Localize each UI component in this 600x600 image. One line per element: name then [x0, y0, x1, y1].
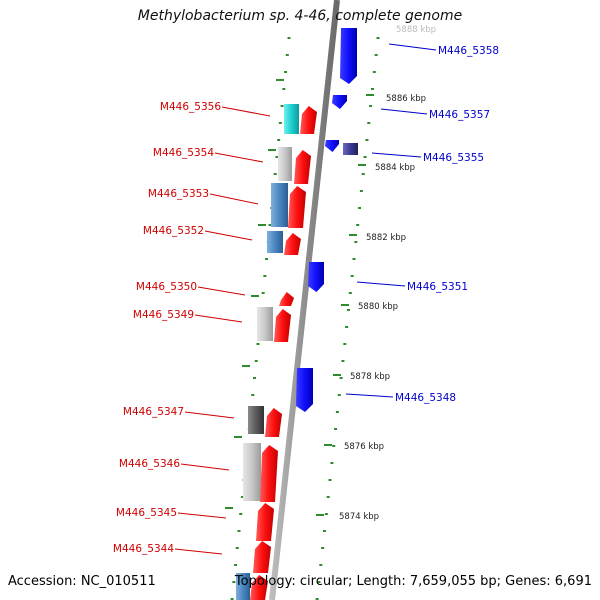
gene-label-left: M446_5352 — [143, 225, 204, 237]
gene-label-left: M446_5349 — [133, 309, 194, 321]
genome-backbone — [269, 0, 340, 600]
gene-M446_5345 — [256, 503, 274, 541]
gene-features — [236, 28, 358, 600]
scale-label: 5876 kbp — [344, 442, 384, 452]
gene-M446_5349-gray — [257, 307, 273, 341]
leader-line — [380, 108, 428, 115]
genome-summary-text: Topology: circular; Length: 7,659,055 bp… — [234, 574, 592, 589]
gene-M446_5358 — [340, 28, 357, 84]
gene-cyan — [284, 104, 299, 134]
gene-label-right: M446_5358 — [438, 45, 499, 57]
scale-label: 5888 kbp — [396, 25, 436, 35]
gene-M446_5349 — [274, 309, 291, 342]
gene-M446_5353-blue — [271, 183, 288, 227]
gene-M446_5354-gray — [278, 147, 292, 181]
leader-line — [184, 411, 235, 419]
scale-label: 5874 kbp — [339, 512, 379, 522]
leader-line — [204, 230, 253, 241]
gene-M446_5357 — [332, 95, 347, 109]
label-leader-lines — [174, 43, 437, 555]
gene-M446_5347-dark — [248, 406, 264, 434]
leader-line — [209, 193, 259, 205]
leader-line — [345, 393, 394, 398]
gene-M446_5348 — [296, 368, 313, 412]
gene-label-left: M446_5353 — [148, 188, 209, 200]
accession-text: Accession: NC_010511 — [8, 574, 156, 589]
leader-line — [371, 152, 422, 158]
gene-bottom-red — [250, 575, 268, 600]
gene-label-left: M446_5354 — [153, 147, 214, 159]
leader-line — [194, 314, 243, 323]
gene-label-left: M446_5347 — [123, 406, 184, 418]
gene-M446_5353 — [288, 186, 306, 228]
gene-M446_5355-a — [325, 140, 339, 152]
gene-M446_5347 — [265, 408, 282, 437]
scale-label: 5878 kbp — [350, 372, 390, 382]
gene-label-left: M446_5350 — [136, 281, 197, 293]
gene-M446_5354 — [294, 150, 311, 184]
page-title: Methylobacterium sp. 4-46, complete geno… — [137, 8, 463, 24]
gene-M446_5352-blue — [267, 231, 283, 253]
gene-label-left: M446_5356 — [160, 101, 221, 113]
gene-M446_5352 — [284, 233, 301, 255]
leader-line — [388, 43, 437, 51]
leader-line — [221, 106, 271, 117]
gene-M446_5351 — [308, 262, 324, 292]
leader-line — [177, 512, 227, 519]
gene-label-left: M446_5345 — [116, 507, 177, 519]
gene-label-right: M446_5351 — [407, 281, 468, 293]
leader-line — [356, 281, 406, 287]
gene-label-left: M446_5344 — [113, 543, 174, 555]
gene-label-right: M446_5357 — [429, 109, 490, 121]
scale-label: 5882 kbp — [366, 233, 406, 243]
scale-label: 5880 kbp — [358, 302, 398, 312]
leader-line — [214, 152, 264, 163]
scale-label: 5884 kbp — [375, 163, 415, 173]
gene-M446_5346-gray — [243, 443, 261, 501]
gene-bottom-blue — [236, 573, 250, 600]
gene-label-right: M446_5348 — [395, 392, 456, 404]
gene-M446_5350 — [279, 292, 294, 306]
gene-M446_5344 — [253, 541, 271, 573]
gene-M446_5356 — [300, 106, 317, 134]
gene-M446_5346 — [260, 445, 278, 502]
labels: M446_5356 M446_5354 M446_5353 M446_5352 M446… — [113, 25, 499, 555]
gene-M446_5355-b — [343, 143, 358, 155]
leader-line — [174, 548, 223, 555]
leader-line — [197, 286, 246, 296]
leader-line — [180, 463, 230, 471]
scale-label: 5886 kbp — [386, 94, 426, 104]
gene-label-left: M446_5346 — [119, 458, 180, 470]
gene-label-right: M446_5355 — [423, 152, 484, 164]
